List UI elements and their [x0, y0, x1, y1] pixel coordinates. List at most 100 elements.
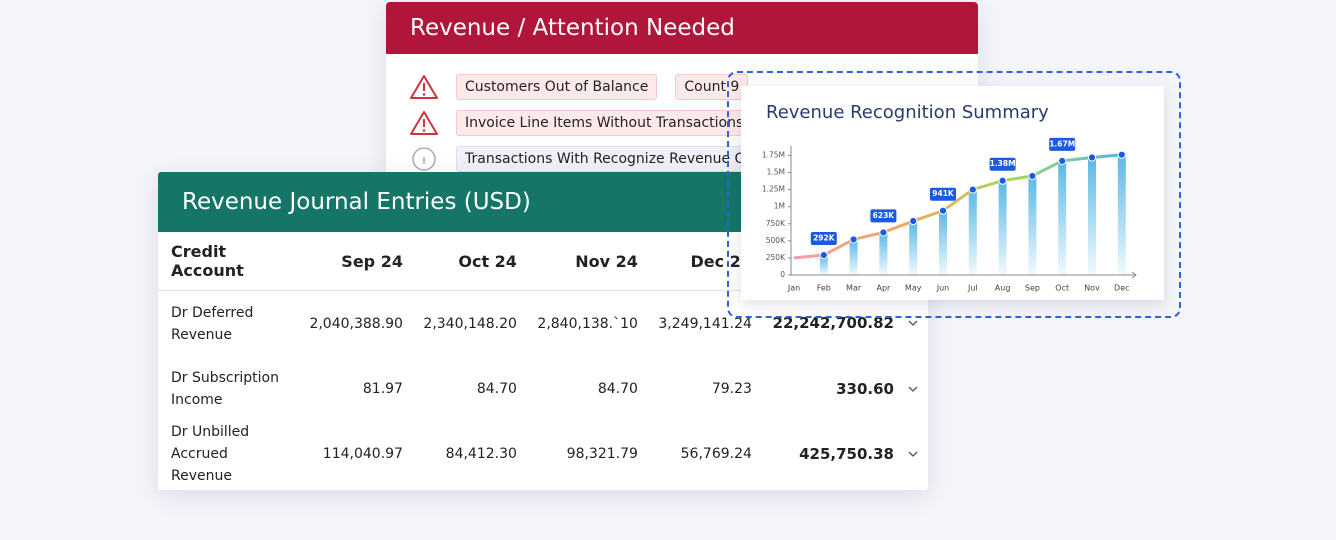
- point: [849, 235, 858, 244]
- value-label-box: [930, 187, 956, 201]
- table-cell: 425,750.38: [799, 445, 894, 463]
- x-tick-label: Dec: [1114, 284, 1129, 293]
- attention-label: Customers Out of Balance: [456, 74, 658, 100]
- point: [998, 176, 1007, 185]
- attention-item: Transactions With Recognize Revenue Of: [410, 146, 760, 172]
- status-icon: [410, 75, 438, 99]
- table-cell: 84,412.30: [445, 446, 517, 462]
- chart-card: Revenue Recognition Summary 0 250K 500K 750…: [741, 86, 1164, 300]
- x-tick-label: Jul: [967, 284, 978, 293]
- value-label: 1.38M: [990, 159, 1016, 168]
- value-label: 1.67M: [1049, 139, 1075, 148]
- row-label: Dr Unbilled Accrued Revenue: [171, 424, 250, 484]
- bar: [998, 180, 1007, 275]
- chart: Revenue Recognition Summary 0 250K 500K 750…: [762, 102, 1137, 293]
- x-tick-label: Apr: [876, 284, 891, 293]
- y-tick-label: 1M: [774, 202, 785, 211]
- expand-cell: [904, 421, 928, 487]
- status-icon: [412, 147, 436, 171]
- table-cell: 84.70: [476, 380, 517, 397]
- warning-icon: [410, 111, 438, 135]
- chevron: [908, 320, 918, 327]
- point: [819, 250, 828, 260]
- attention-badge: Count 9: [675, 74, 749, 100]
- table-row: Dr Deferred Revenue 2,040,388.90 2,340,148…: [158, 291, 928, 357]
- table-cell: 114,040.97: [322, 446, 403, 462]
- chevron-path: [908, 451, 918, 457]
- attention-item: Customers Out of Balance Count 9: [410, 74, 749, 100]
- column-header: Nov 24: [526, 232, 648, 291]
- y-tick-label: 250K: [766, 253, 786, 262]
- x-tick-label: Mar: [846, 284, 862, 293]
- point: [1028, 171, 1037, 181]
- table-cell: 330.60: [836, 379, 894, 398]
- table-cell: 3,249,141.24: [658, 315, 752, 332]
- warning-dot: [422, 129, 426, 132]
- x-tick-label: May: [905, 284, 922, 293]
- chevron: [908, 386, 918, 392]
- bar: [1088, 157, 1096, 275]
- table-cell: 81.97: [362, 380, 403, 397]
- trend-line: [793, 153, 1122, 260]
- y-tick-label: 1.75M: [762, 150, 785, 159]
- table-cell: 22,242,700.82: [772, 314, 894, 333]
- y-tick-label: 1.5M: [767, 168, 785, 177]
- row-label: Dr Deferred Revenue: [171, 304, 254, 343]
- x-tick-label: Oct: [1055, 284, 1069, 293]
- bar: [1028, 175, 1037, 275]
- bar: [849, 239, 858, 275]
- value-label-box: [870, 209, 897, 223]
- column-header: Oct 24: [412, 232, 527, 291]
- chevron: [908, 451, 918, 457]
- point: [968, 185, 977, 194]
- table-cell: 2,040,388.90: [309, 315, 403, 332]
- bar: [879, 232, 888, 275]
- row-label: Dr Subscription Income: [171, 369, 279, 408]
- point: [1058, 156, 1067, 165]
- chevron-path: [908, 386, 918, 392]
- attention-item: Invoice Line Items Without Transactions …: [410, 110, 762, 136]
- y-tick-label: 500K: [766, 236, 786, 245]
- status-icon: [410, 111, 438, 135]
- info-icon: [412, 147, 436, 171]
- attention-label: Transactions With Recognize Revenue Of: [456, 146, 760, 172]
- attention-label: Invoice Line Items Without Transactions …: [456, 110, 762, 136]
- bar: [1058, 160, 1067, 275]
- y-tick-label: 1.25M: [762, 185, 785, 194]
- expand-cell: [904, 291, 928, 357]
- value-label-box: [989, 157, 1016, 171]
- bar: [819, 255, 828, 275]
- column-header: Sep 24: [299, 232, 413, 291]
- point: [938, 206, 948, 215]
- bar: [968, 189, 977, 275]
- bar: [909, 221, 918, 275]
- chart-title: Revenue Recognition Summary: [766, 102, 1049, 123]
- warning-dot: [422, 93, 426, 96]
- column-header: Credit Account: [158, 232, 299, 291]
- point: [1087, 153, 1097, 162]
- chart-frame: Revenue Recognition Summary 0 250K 500K 750…: [727, 71, 1181, 318]
- bar: [1117, 154, 1126, 275]
- x-axis-arrow: [1131, 271, 1137, 279]
- y-tick-label: 0: [780, 270, 785, 279]
- table-cell: 2,340,148.20: [423, 315, 517, 332]
- value-label-box: [1049, 137, 1076, 151]
- value-label-box: [810, 232, 837, 246]
- table-cell: 79.23: [711, 380, 752, 397]
- journal-table: Credit Account Sep 24 Oct 24 Nov 24 Dec 24 Dr…: [158, 232, 928, 487]
- x-tick-label: Aug: [995, 284, 1011, 293]
- warning-icon: [410, 75, 438, 99]
- y-tick-label: 750K: [766, 219, 786, 228]
- point: [879, 228, 888, 237]
- x-tick-label: Feb: [817, 284, 831, 293]
- attention-title: Revenue / Attention Needed: [386, 2, 978, 54]
- table-cell: 56,769.24: [680, 446, 752, 462]
- value-label: 941K: [932, 189, 955, 198]
- x-tick-label: Nov: [1084, 284, 1100, 293]
- x-tick-label: Jan: [787, 284, 800, 293]
- expand-cell: [904, 356, 928, 421]
- table-cell: 98,321.79: [566, 446, 638, 462]
- x-tick-label: Jun: [936, 284, 950, 293]
- table-row: Dr Unbilled Accrued Revenue 114,040.97 84,…: [158, 421, 928, 487]
- x-tick-label: Sep: [1025, 284, 1040, 293]
